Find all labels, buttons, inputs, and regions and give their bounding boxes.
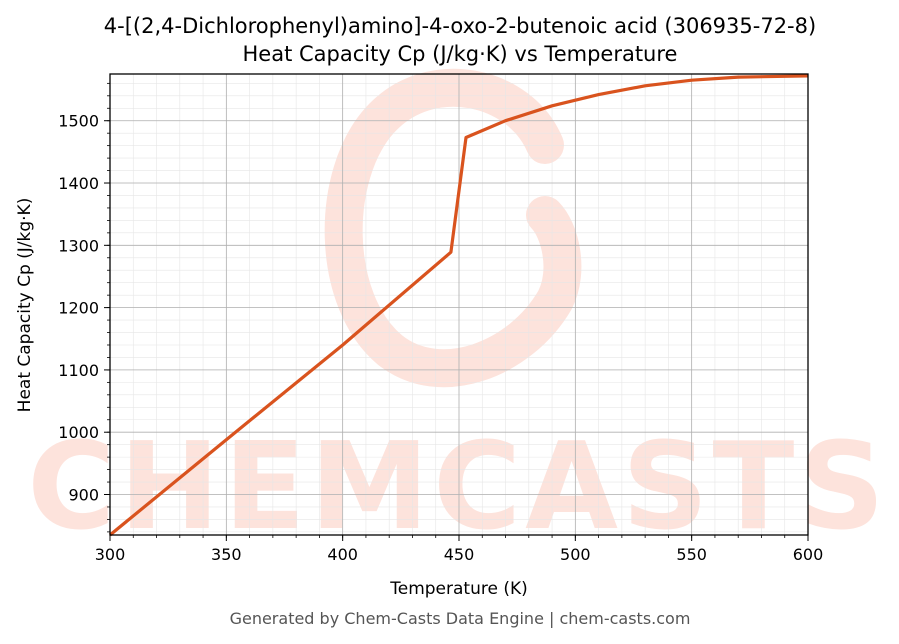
x-tick-label: 300 <box>95 545 126 564</box>
x-axis-label: Temperature (K) <box>389 579 528 599</box>
y-tick-label: 1200 <box>58 299 99 318</box>
watermark-swirl <box>324 68 582 388</box>
x-tick-label: 600 <box>793 545 824 564</box>
x-tick-label: 550 <box>676 545 707 564</box>
y-tick-label: 1300 <box>58 236 99 255</box>
series-line <box>108 74 809 537</box>
y-axis: 900 1000 1100 1200 1300 1400 1500 <box>58 82 110 533</box>
y-tick-label: 900 <box>68 486 99 505</box>
chart-title: 4-[(2,4-Dichlorophenyl)amino]-4-oxo-2-bu… <box>104 14 816 38</box>
footer-credit: Generated by Chem-Casts Data Engine | ch… <box>230 609 691 628</box>
x-tick-label: 350 <box>211 545 242 564</box>
y-tick-label: 1500 <box>58 112 99 131</box>
x-tick-label: 400 <box>327 545 358 564</box>
x-tick-label: 500 <box>560 545 591 564</box>
chart-subtitle: Heat Capacity Cp (J/kg·K) vs Temperature <box>243 42 678 66</box>
y-tick-label: 1000 <box>58 423 99 442</box>
x-axis: 300 350 400 450 500 550 600 <box>95 535 824 564</box>
x-tick-label: 450 <box>444 545 475 564</box>
watermark: CHEMCASTS <box>27 68 885 557</box>
y-tick-label: 1100 <box>58 361 99 380</box>
y-tick-label: 1400 <box>58 174 99 193</box>
y-axis-label: Heat Capacity Cp (J/kg·K) <box>15 198 35 413</box>
